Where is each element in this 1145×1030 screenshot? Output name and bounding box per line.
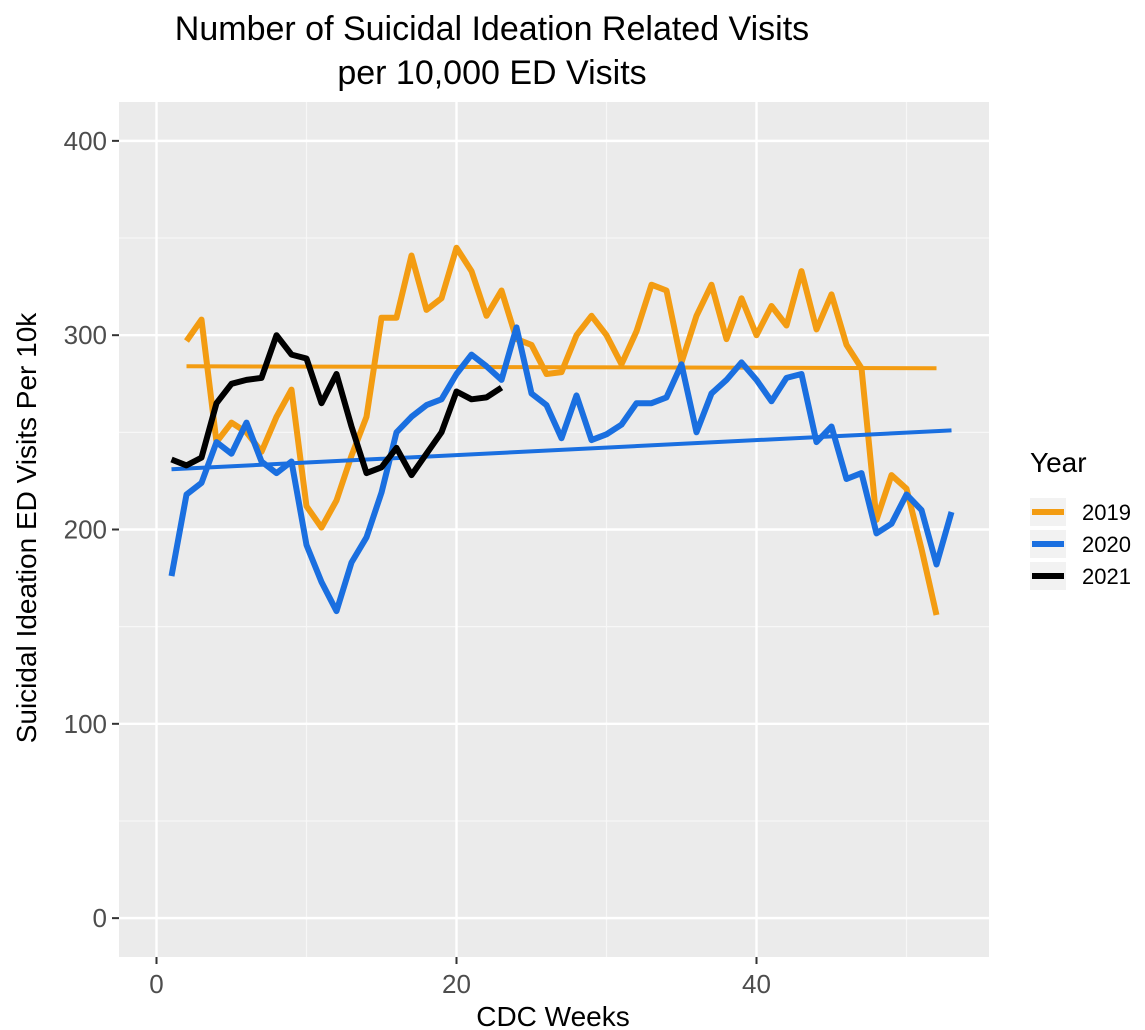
y-tick-label: 300 bbox=[64, 320, 107, 350]
series-lines bbox=[168, 244, 955, 616]
legend-label-2020: 2020 bbox=[1082, 532, 1131, 557]
series-line-2021 bbox=[170, 332, 504, 479]
x-axis-ticks: 0 20 40 bbox=[149, 957, 771, 999]
trend-line-2019 bbox=[186, 364, 937, 371]
legend-label-2021: 2021 bbox=[1082, 564, 1131, 589]
series-line-2019 bbox=[184, 244, 940, 616]
trend-line-2020 bbox=[171, 428, 952, 472]
legend-title: Year bbox=[1030, 447, 1087, 478]
chart-title-line-1: Number of Suicidal Ideation Related Visi… bbox=[175, 10, 809, 48]
legend-label-2019: 2019 bbox=[1082, 500, 1131, 525]
legend: Year 2019 2020 2021 bbox=[1030, 447, 1131, 590]
x-tick-label: 40 bbox=[742, 969, 771, 999]
x-axis-label: CDC Weeks bbox=[476, 1001, 630, 1030]
y-axis-label: Suicidal Ideation ED Visits Per 10k bbox=[11, 312, 42, 744]
y-tick-label: 100 bbox=[64, 709, 107, 739]
y-axis-ticks: 0 100 200 300 400 bbox=[64, 126, 119, 933]
y-tick-label: 0 bbox=[93, 903, 107, 933]
major-gridlines bbox=[119, 102, 989, 957]
legend-items: 2019 2020 2021 bbox=[1030, 498, 1131, 590]
x-tick-label: 0 bbox=[149, 969, 163, 999]
x-tick-label: 20 bbox=[442, 969, 471, 999]
chart-title-line-2: per 10,000 ED Visits bbox=[337, 54, 646, 92]
y-tick-label: 400 bbox=[64, 126, 107, 156]
y-tick-label: 200 bbox=[64, 515, 107, 545]
